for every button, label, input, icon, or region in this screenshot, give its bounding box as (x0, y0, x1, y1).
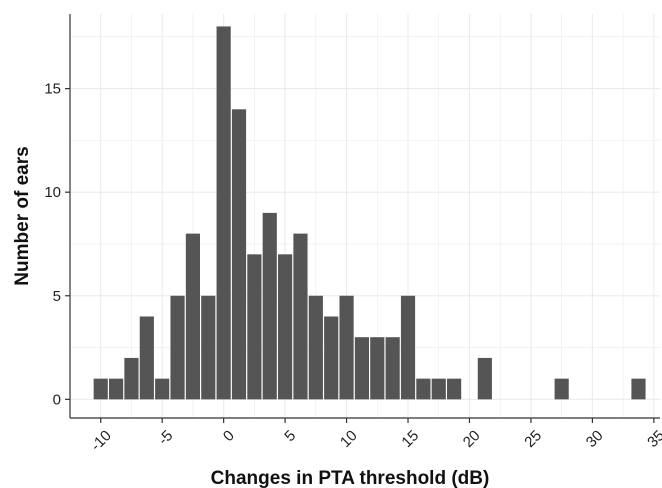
histogram-bar (216, 26, 231, 400)
x-axis-title: Changes in PTA threshold (dB) (211, 468, 490, 488)
axes (69, 14, 660, 419)
y-tick-label: 0 (53, 391, 61, 408)
y-axis-title: Number of ears (12, 146, 33, 285)
x-tick-label: 10 (337, 427, 361, 451)
histogram-bar (416, 378, 431, 400)
histogram-bar (324, 316, 339, 400)
histogram-bar (155, 378, 170, 400)
histogram-bar (308, 295, 323, 400)
grid-lines (69, 14, 660, 418)
histogram-bar (247, 254, 262, 400)
y-tick-label: 10 (44, 184, 61, 201)
x-tick-label: -5 (155, 427, 176, 448)
x-tick-label: 30 (583, 427, 607, 451)
histogram-bar (477, 357, 492, 400)
x-tick-label: 5 (281, 427, 299, 445)
histogram-bar (231, 109, 247, 400)
x-tick-label: 35 (644, 427, 662, 451)
histogram-bar (447, 378, 462, 400)
histogram-bars (93, 26, 646, 400)
histogram-bar (93, 378, 108, 400)
histogram-bar (339, 295, 354, 400)
histogram-bar (109, 378, 124, 400)
histogram-bar (139, 316, 154, 400)
histogram-bar (278, 254, 293, 400)
x-tick-label: 15 (398, 427, 422, 451)
histogram-bar (554, 378, 569, 400)
histogram-bar (124, 357, 139, 400)
histogram-bar (370, 337, 385, 400)
x-tick-label: 0 (220, 427, 238, 445)
histogram-bar (385, 337, 400, 400)
x-tick-label: -10 (88, 427, 115, 454)
histogram-bar (185, 233, 200, 400)
histogram-bar (170, 295, 185, 400)
x-tick-label: 20 (460, 427, 484, 451)
y-tick-label: 5 (53, 288, 61, 305)
histogram-bar (631, 378, 646, 400)
histogram-bar (201, 295, 216, 400)
histogram-bar (354, 337, 370, 400)
x-tick-label: 25 (521, 427, 545, 451)
y-tick-label: 15 (44, 81, 61, 98)
histogram-bar (293, 233, 308, 400)
histogram-bar (431, 378, 446, 400)
histogram-bar (262, 212, 277, 400)
histogram-bar (400, 295, 416, 400)
